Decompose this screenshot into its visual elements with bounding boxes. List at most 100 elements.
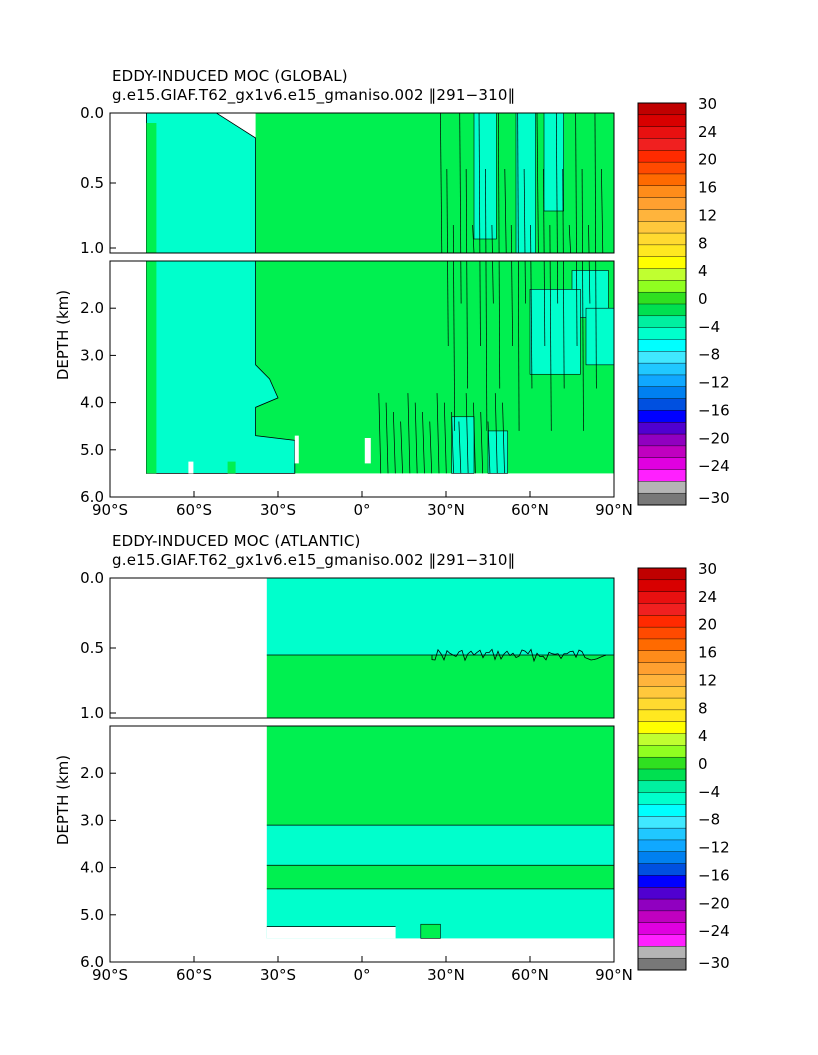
colorbar-atlantic [637,567,687,971]
global-contour-line [465,393,469,474]
global-x-tick-label: 30°S [260,501,296,519]
colorbar-swatch [637,398,687,411]
colorbar-swatch [637,697,687,711]
colorbar-label: −16 [698,401,730,419]
global-negative-patch [543,112,564,212]
colorbar-swatch [637,898,687,912]
global-contour-line [562,168,565,389]
global-x-tick-label: 0° [353,501,370,519]
global-bottom-topo [364,438,371,464]
colorbar-swatch [637,268,687,281]
global-contour-line [502,402,505,474]
global-contour-line [568,224,571,254]
colorbar-label: −4 [698,783,720,801]
atlantic-y-tick-label: 1.0 [80,704,104,722]
colorbar-swatch [637,686,687,699]
colorbar-swatch [637,733,687,746]
global-contour-line [459,112,462,304]
global-contour-line [487,421,491,474]
colorbar-swatch [637,650,687,664]
global-contour-line [588,224,591,304]
colorbar-swatch [637,481,687,494]
atlantic-y-tick-label: 4.0 [80,859,104,877]
global-negative-cell [146,112,296,474]
colorbar-label: 12 [698,671,717,689]
colorbar-swatch [637,469,687,482]
global-negative-patch [529,289,581,375]
global-x-tick-label: 60°S [176,501,212,519]
colorbar-swatch [637,745,687,758]
colorbar-swatch [637,410,687,423]
global-contour-line [480,412,484,474]
colorbar-label: −8 [698,346,720,364]
atlantic-x-tick-label: 30°N [427,966,465,984]
colorbar-swatch [637,303,687,317]
colorbar-label: 24 [698,588,717,606]
colorbar-swatch [637,567,687,581]
atlantic-y-axis-label: DEPTH (km) [54,755,72,845]
colorbar-swatch [637,161,687,175]
atlantic-y-tick-label: 0.0 [80,569,104,587]
global-contour-line [523,168,526,304]
colorbar-label: 4 [698,262,708,280]
colorbar-swatch [637,339,687,352]
colorbar-swatch [637,827,687,841]
atlantic-y-tick-label: 0.5 [80,639,104,657]
colorbar-swatch [637,756,687,770]
global-x-tick-label: 60°N [511,501,549,519]
colorbar-swatch [637,362,687,376]
colorbar-label: 16 [698,179,717,197]
colorbar-frame [637,102,687,506]
colorbar-swatch [637,327,687,340]
colorbar-swatch [637,492,687,506]
atlantic-y-tick-label: 6.0 [80,953,104,971]
global-contour-line [510,224,513,346]
colorbar-swatch [637,662,687,675]
global-contour-line [536,112,539,254]
global-subtitle: g.e15.GIAF.T62_gx1v6.e15_gmaniso.002 ‖29… [112,86,516,104]
colorbar-swatch [637,910,687,924]
colorbar-swatch [637,138,687,151]
atlantic-axis-break [109,718,615,726]
global-contour-line [458,421,462,474]
colorbar-swatch [637,709,687,723]
colorbar-label: 30 [698,560,717,578]
global-y-tick-label: 5.0 [80,441,104,459]
colorbar-swatch [637,887,687,900]
atlantic-x-tick-label: 90°S [92,966,128,984]
colorbar-label: 16 [698,644,717,662]
atlantic-contour-line [431,648,607,663]
colorbar-swatch [637,351,687,364]
colorbar-label: −12 [698,839,730,857]
colorbar-swatch [637,816,687,829]
colorbar-label: −8 [698,811,720,829]
colorbar-swatch [637,768,687,782]
global-contour-line [436,393,440,474]
colorbar-swatch [637,150,687,163]
colorbar-label: 8 [698,234,708,252]
colorbar-swatch [637,839,687,853]
global-contour-line [581,168,584,431]
colorbar-swatch [637,922,687,936]
colorbar-swatch [637,851,687,865]
colorbar-swatch [637,780,687,794]
global-contour-line [504,168,507,254]
global-bottom-topo [294,435,299,464]
colorbar-swatch [637,626,687,640]
colorbar-swatch [637,721,687,735]
atlantic-band [266,825,614,866]
global-contour-line [400,421,403,474]
global-contour-line [429,421,433,474]
global-bottom-topo [188,461,194,474]
global-contour-line [601,168,604,254]
colorbar-swatch [637,185,687,199]
global-antarctic-strip [146,123,157,474]
colorbar-swatch [637,674,687,687]
global-negative-patch [585,307,615,366]
global-y-tick-label: 1.0 [80,239,104,257]
colorbar-swatch [637,875,687,888]
colorbar-label: 0 [698,290,708,308]
atlantic-band [266,865,614,889]
atlantic-subtitle: g.e15.GIAF.T62_gx1v6.e15_gmaniso.002 ‖29… [112,551,516,569]
global-contour-line [414,402,418,474]
